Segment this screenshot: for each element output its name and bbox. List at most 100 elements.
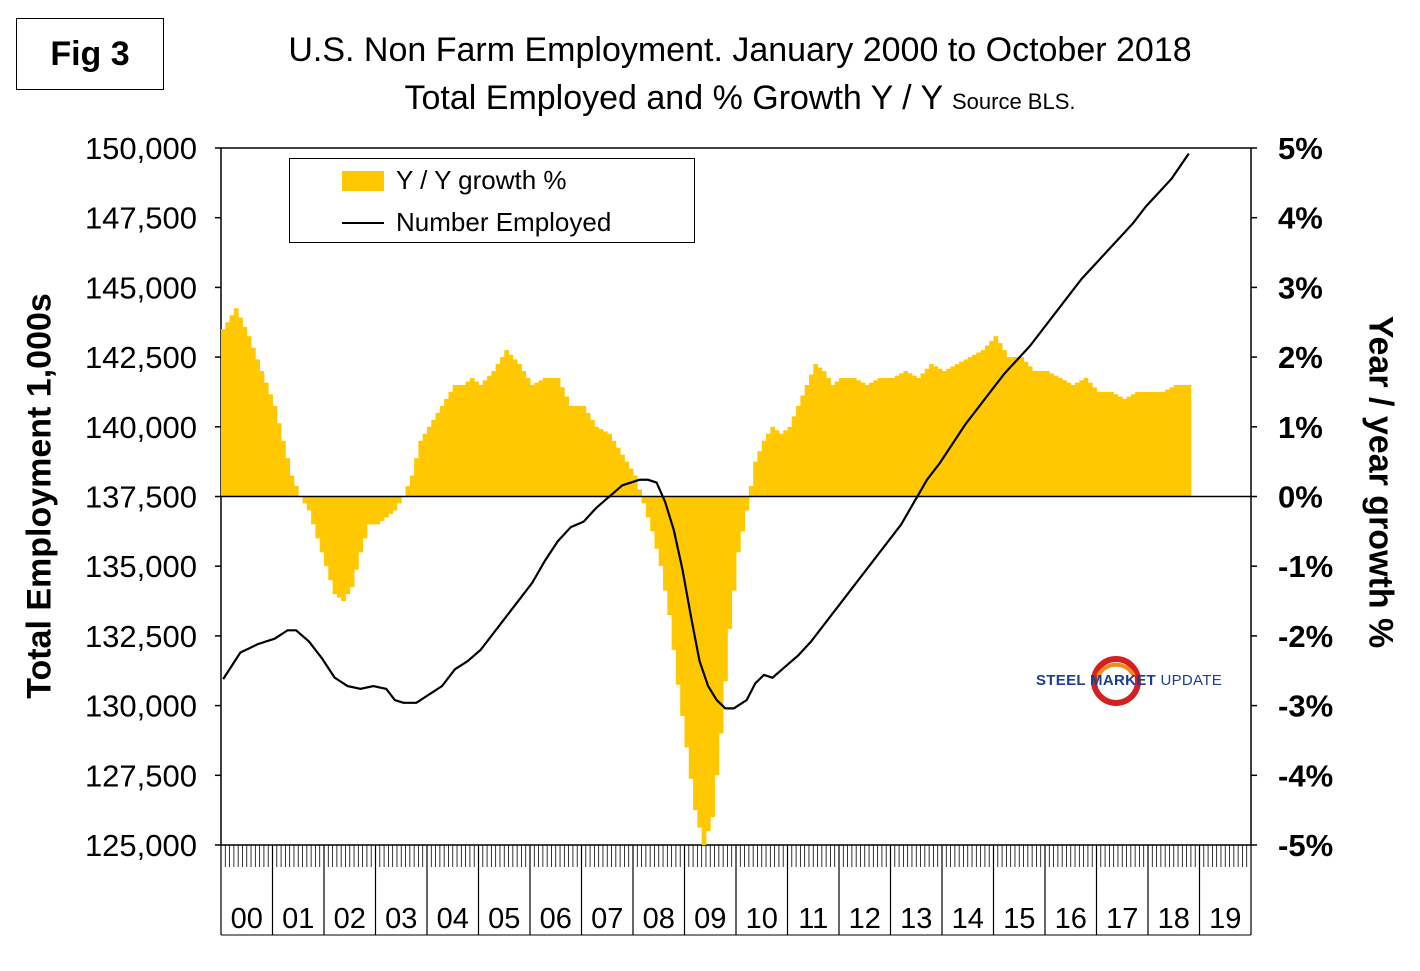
- employment-line: [222, 152, 1190, 710]
- x-tick-label: 02: [334, 903, 366, 935]
- growth-bar: [851, 378, 857, 497]
- x-tick-label: 10: [746, 903, 778, 935]
- growth-bar: [302, 496, 308, 504]
- growth-bar: [684, 496, 690, 748]
- growth-bar: [285, 458, 291, 497]
- growth-bar: [495, 364, 501, 497]
- growth-bar: [388, 496, 394, 514]
- growth-bar: [1169, 387, 1175, 497]
- growth-bar: [881, 378, 887, 497]
- y-right-tick-label: -5%: [1278, 828, 1333, 863]
- growth-bar: [564, 396, 570, 497]
- growth-bar: [873, 380, 879, 497]
- growth-bar: [663, 496, 668, 591]
- growth-bar: [933, 366, 939, 497]
- growth-bar: [821, 371, 827, 497]
- growth-bar: [1006, 357, 1012, 497]
- growth-bar: [1036, 371, 1042, 497]
- growth-bar: [487, 375, 492, 497]
- growth-bar: [1113, 394, 1119, 497]
- y-left-tick-label: 125,000: [85, 828, 197, 863]
- growth-bar: [435, 412, 441, 497]
- growth-bar: [770, 426, 776, 497]
- growth-bar: [1173, 384, 1179, 497]
- growth-bar: [714, 496, 720, 776]
- growth-bar: [705, 496, 711, 832]
- growth-bar: [1027, 366, 1033, 497]
- growth-bar: [251, 347, 256, 497]
- growth-bar: [633, 475, 638, 497]
- growth-bar: [272, 405, 278, 497]
- legend-item-employed: Number Employed: [342, 207, 611, 238]
- growth-bar: [233, 308, 239, 497]
- growth-bar: [869, 382, 874, 497]
- growth-bar: [800, 395, 806, 497]
- growth-bars: [221, 308, 1192, 845]
- growth-bar: [581, 405, 587, 497]
- growth-bar: [255, 359, 261, 497]
- growth-bar: [984, 345, 990, 497]
- growth-bar: [1083, 378, 1089, 497]
- growth-bar: [1032, 371, 1037, 497]
- growth-bar: [418, 440, 424, 497]
- growth-bar: [1156, 391, 1162, 497]
- growth-bar: [259, 371, 265, 497]
- growth-bar: [225, 322, 230, 497]
- growth-bar: [808, 374, 814, 497]
- growth-bar: [718, 496, 724, 734]
- growth-bar: [577, 405, 582, 497]
- growth-bar: [1178, 384, 1183, 497]
- growth-bar: [229, 315, 235, 497]
- y-right-tick-label: 3%: [1278, 270, 1323, 305]
- growth-bar: [478, 384, 484, 497]
- growth-bar: [336, 496, 342, 598]
- growth-bar: [590, 419, 595, 497]
- growth-bar: [1092, 387, 1097, 497]
- growth-bar: [1096, 391, 1102, 497]
- growth-bar: [1002, 350, 1007, 497]
- growth-bar: [847, 378, 853, 497]
- growth-bar: [757, 451, 763, 497]
- growth-bar: [911, 375, 917, 497]
- growth-bar: [817, 367, 823, 497]
- growth-bar: [332, 496, 338, 595]
- growth-bar: [1100, 391, 1106, 497]
- growth-bar: [1079, 380, 1085, 497]
- y-right-tick-label: 5%: [1278, 131, 1323, 166]
- growth-bar: [568, 405, 574, 497]
- growth-bar: [976, 352, 982, 497]
- y-left-tick-label: 137,500: [85, 480, 197, 515]
- growth-bar: [886, 378, 891, 497]
- x-tick-label: 09: [694, 903, 726, 935]
- growth-bar: [1075, 382, 1080, 497]
- x-tick-label: 05: [488, 903, 520, 935]
- legend-label-employed: Number Employed: [396, 207, 612, 237]
- y-left-tick-label: 130,000: [85, 689, 197, 724]
- y-left-tick-label: 135,000: [85, 549, 197, 584]
- growth-bar: [572, 405, 578, 497]
- growth-bar: [405, 486, 411, 497]
- growth-bar: [796, 405, 801, 497]
- logo-swoosh-icon: [1091, 656, 1141, 706]
- growth-bar: [551, 378, 557, 497]
- chart-title: U.S. Non Farm Employment. January 2000 t…: [288, 31, 1192, 69]
- y-left-tick-label: 140,000: [85, 410, 197, 445]
- growth-bar: [457, 384, 462, 497]
- growth-bar: [1070, 384, 1076, 497]
- growth-bar: [422, 433, 428, 497]
- y-left-tick-label: 142,500: [85, 340, 197, 375]
- growth-bar: [293, 486, 299, 497]
- growth-bar: [427, 426, 432, 497]
- growth-bar: [1186, 384, 1192, 497]
- growth-bar: [731, 496, 737, 591]
- growth-bar: [774, 430, 780, 497]
- growth-bar: [560, 387, 565, 497]
- chart-subtitle: Total Employed and % Growth Y / Y Source…: [200, 78, 1280, 122]
- growth-bar: [667, 496, 673, 615]
- growth-bar: [452, 384, 458, 497]
- growth-bar: [371, 496, 376, 525]
- growth-bar: [1139, 391, 1145, 497]
- growth-bar: [1062, 380, 1067, 497]
- growth-bar: [1045, 371, 1050, 497]
- growth-bar: [1152, 391, 1157, 497]
